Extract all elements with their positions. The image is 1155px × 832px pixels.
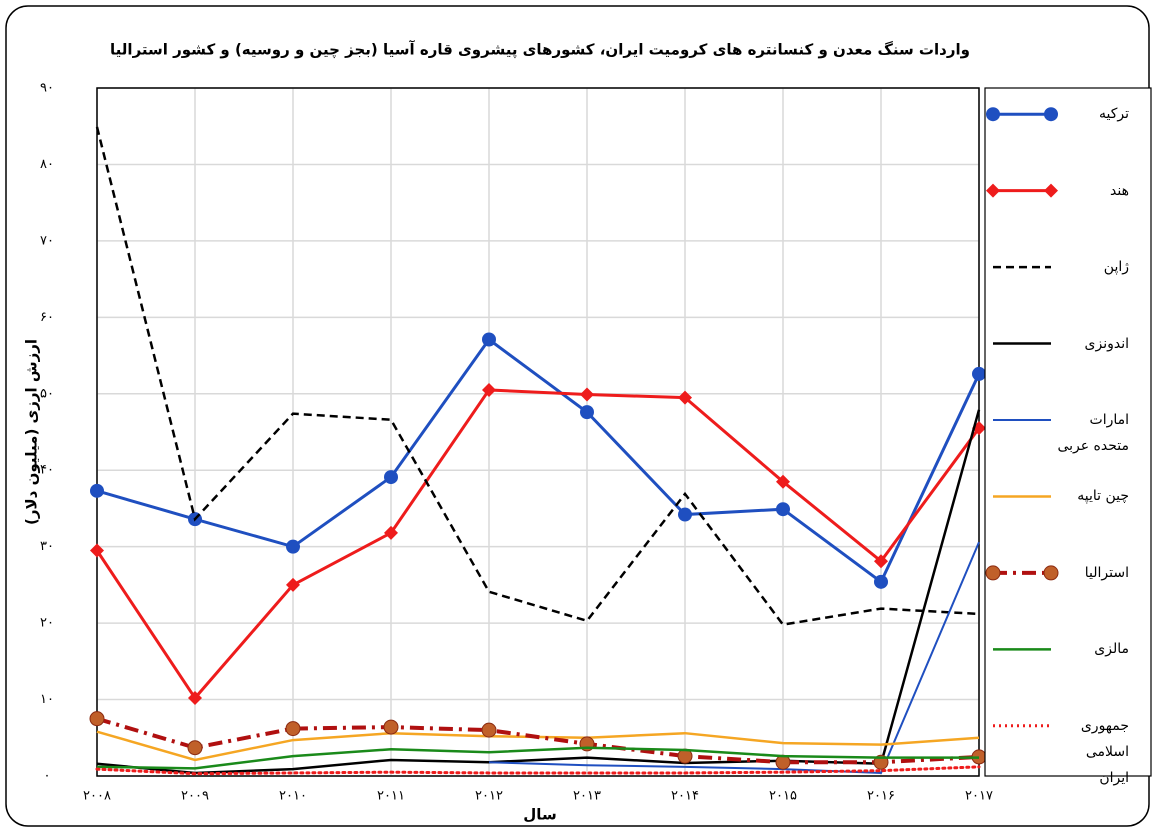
legend-label: امارات متحده عربی: [1057, 412, 1129, 454]
legend-label: جمهوری اسلامی ایران: [1080, 717, 1129, 786]
legend-label: چین تایپه: [1077, 488, 1129, 505]
x-tick-label: ۲۰۱۱: [377, 789, 405, 804]
y-axis-label: ارزش ارزی (میلیون دلار): [23, 339, 41, 525]
legend-marker: [1044, 107, 1058, 122]
data-point: [285, 721, 301, 737]
series-line: [96, 746, 979, 770]
legend-marker: [1043, 565, 1059, 581]
x-tick-label: ۲۰۱۵: [769, 789, 797, 804]
data-point: [580, 387, 594, 402]
series-line: [96, 409, 981, 775]
data-point: [972, 366, 986, 381]
x-tick-label: ۲۰۱۳: [573, 789, 601, 804]
legend-label: ترکیه: [1098, 106, 1129, 123]
legend-marker: [985, 565, 1001, 581]
x-tick-label: ۲۰۱۰: [279, 789, 307, 804]
legend-label: استرالیا: [1084, 564, 1129, 581]
series-line: [95, 388, 981, 701]
data-point: [481, 722, 497, 738]
y-tick-label: ۳۰: [40, 539, 54, 554]
y-tick-label: ۷۰: [40, 233, 54, 248]
legend-label: ژاپن: [1103, 259, 1129, 276]
data-point: [482, 382, 496, 397]
x-tick-label: ۲۰۰۹: [181, 789, 209, 804]
y-tick-label: ۴۰: [40, 463, 54, 478]
legend-marker: [986, 183, 1000, 198]
data-point: [187, 740, 203, 756]
data-point: [776, 502, 790, 517]
x-tick-label: ۲۰۱۶: [867, 789, 895, 804]
data-point: [482, 332, 496, 347]
data-point: [286, 577, 300, 592]
data-point: [383, 719, 399, 735]
data-point: [384, 525, 398, 540]
data-point: [286, 539, 300, 554]
data-point: [874, 574, 888, 589]
chart-title: واردات سنگ معدن و کنسانتره های کرومیت ای…: [110, 41, 970, 60]
series-line: [95, 126, 980, 626]
legend-label: هند: [1110, 182, 1129, 199]
y-tick-label: ۵۰: [40, 386, 54, 401]
data-point: [678, 390, 692, 405]
y-tick-label: ۰: [44, 769, 51, 784]
series-line: [488, 541, 980, 774]
y-tick-label: ۸۰: [40, 157, 54, 172]
series-line: [96, 716, 980, 765]
x-tick-label: ۲۰۱۴: [671, 789, 699, 804]
data-point: [678, 507, 692, 522]
x-tick-label: ۲۰۰۸: [83, 789, 111, 804]
data-point: [874, 554, 888, 569]
data-point: [580, 405, 594, 420]
data-point: [89, 711, 105, 727]
y-tick-label: ۹۰: [40, 81, 54, 96]
data-point: [90, 543, 104, 558]
data-point: [384, 470, 398, 485]
legend-label: مالزی: [1094, 641, 1129, 658]
series-line: [96, 337, 981, 585]
y-tick-label: ۶۰: [40, 310, 54, 325]
series-line: [95, 765, 981, 776]
legend-marker: [986, 107, 1000, 122]
data-point: [90, 483, 104, 498]
x-axis-label: سال: [523, 806, 556, 824]
data-point: [188, 691, 202, 706]
legend-box: [984, 87, 1152, 777]
x-tick-label: ۲۰۱۲: [475, 789, 503, 804]
x-tick-label: ۲۰۱۷: [965, 789, 993, 804]
legend-label: اندونزی: [1084, 335, 1129, 352]
y-tick-label: ۱۰: [40, 692, 54, 707]
data-point: [776, 474, 790, 489]
legend-marker: [1044, 183, 1058, 198]
y-tick-label: ۲۰: [40, 616, 54, 631]
